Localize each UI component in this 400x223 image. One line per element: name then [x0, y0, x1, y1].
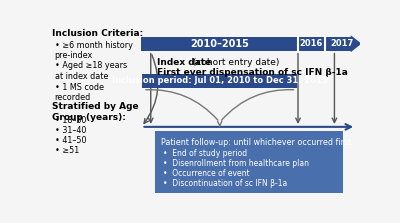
Text: Index date: Index date [157, 58, 211, 66]
Text: Inclusion period: Jul 01, 2010 to Dec 31, 2015: Inclusion period: Jul 01, 2010 to Dec 31… [112, 76, 328, 85]
Text: • Aged ≥18 years
at index date: • Aged ≥18 years at index date [55, 61, 127, 81]
Text: •  Disenrollment from healthcare plan: • Disenrollment from healthcare plan [163, 159, 309, 168]
Text: •  Occurrence of event: • Occurrence of event [163, 169, 250, 178]
Text: • 1 MS code
recorded: • 1 MS code recorded [55, 83, 104, 102]
Text: • 18–30: • 18–30 [55, 116, 86, 125]
FancyBboxPatch shape [155, 132, 343, 193]
Text: •  Discontinuation of sc IFN β-1a: • Discontinuation of sc IFN β-1a [163, 179, 287, 188]
Bar [142, 37, 351, 51]
Text: Patient follow-up: until whichever occurred first:: Patient follow-up: until whichever occur… [161, 138, 354, 147]
Text: • 41–50: • 41–50 [55, 136, 86, 145]
Text: •  End of study period: • End of study period [163, 149, 247, 158]
Text: • ≥51: • ≥51 [55, 146, 79, 155]
Text: • 31–40: • 31–40 [55, 126, 86, 135]
FancyBboxPatch shape [142, 74, 297, 88]
Text: Stratified by Age
Group (years):: Stratified by Age Group (years): [52, 102, 139, 122]
Text: 2010–2015: 2010–2015 [190, 39, 249, 49]
Polygon shape [351, 35, 362, 52]
Text: • ≥6 month history
pre-index: • ≥6 month history pre-index [55, 41, 132, 60]
Text: First ever dispensation of sc IFN β-1a: First ever dispensation of sc IFN β-1a [157, 68, 348, 76]
Text: (cohort entry date): (cohort entry date) [190, 58, 280, 66]
Text: 2017: 2017 [330, 39, 354, 48]
Text: Inclusion Criteria:: Inclusion Criteria: [52, 29, 144, 38]
Text: 2016: 2016 [300, 39, 323, 48]
